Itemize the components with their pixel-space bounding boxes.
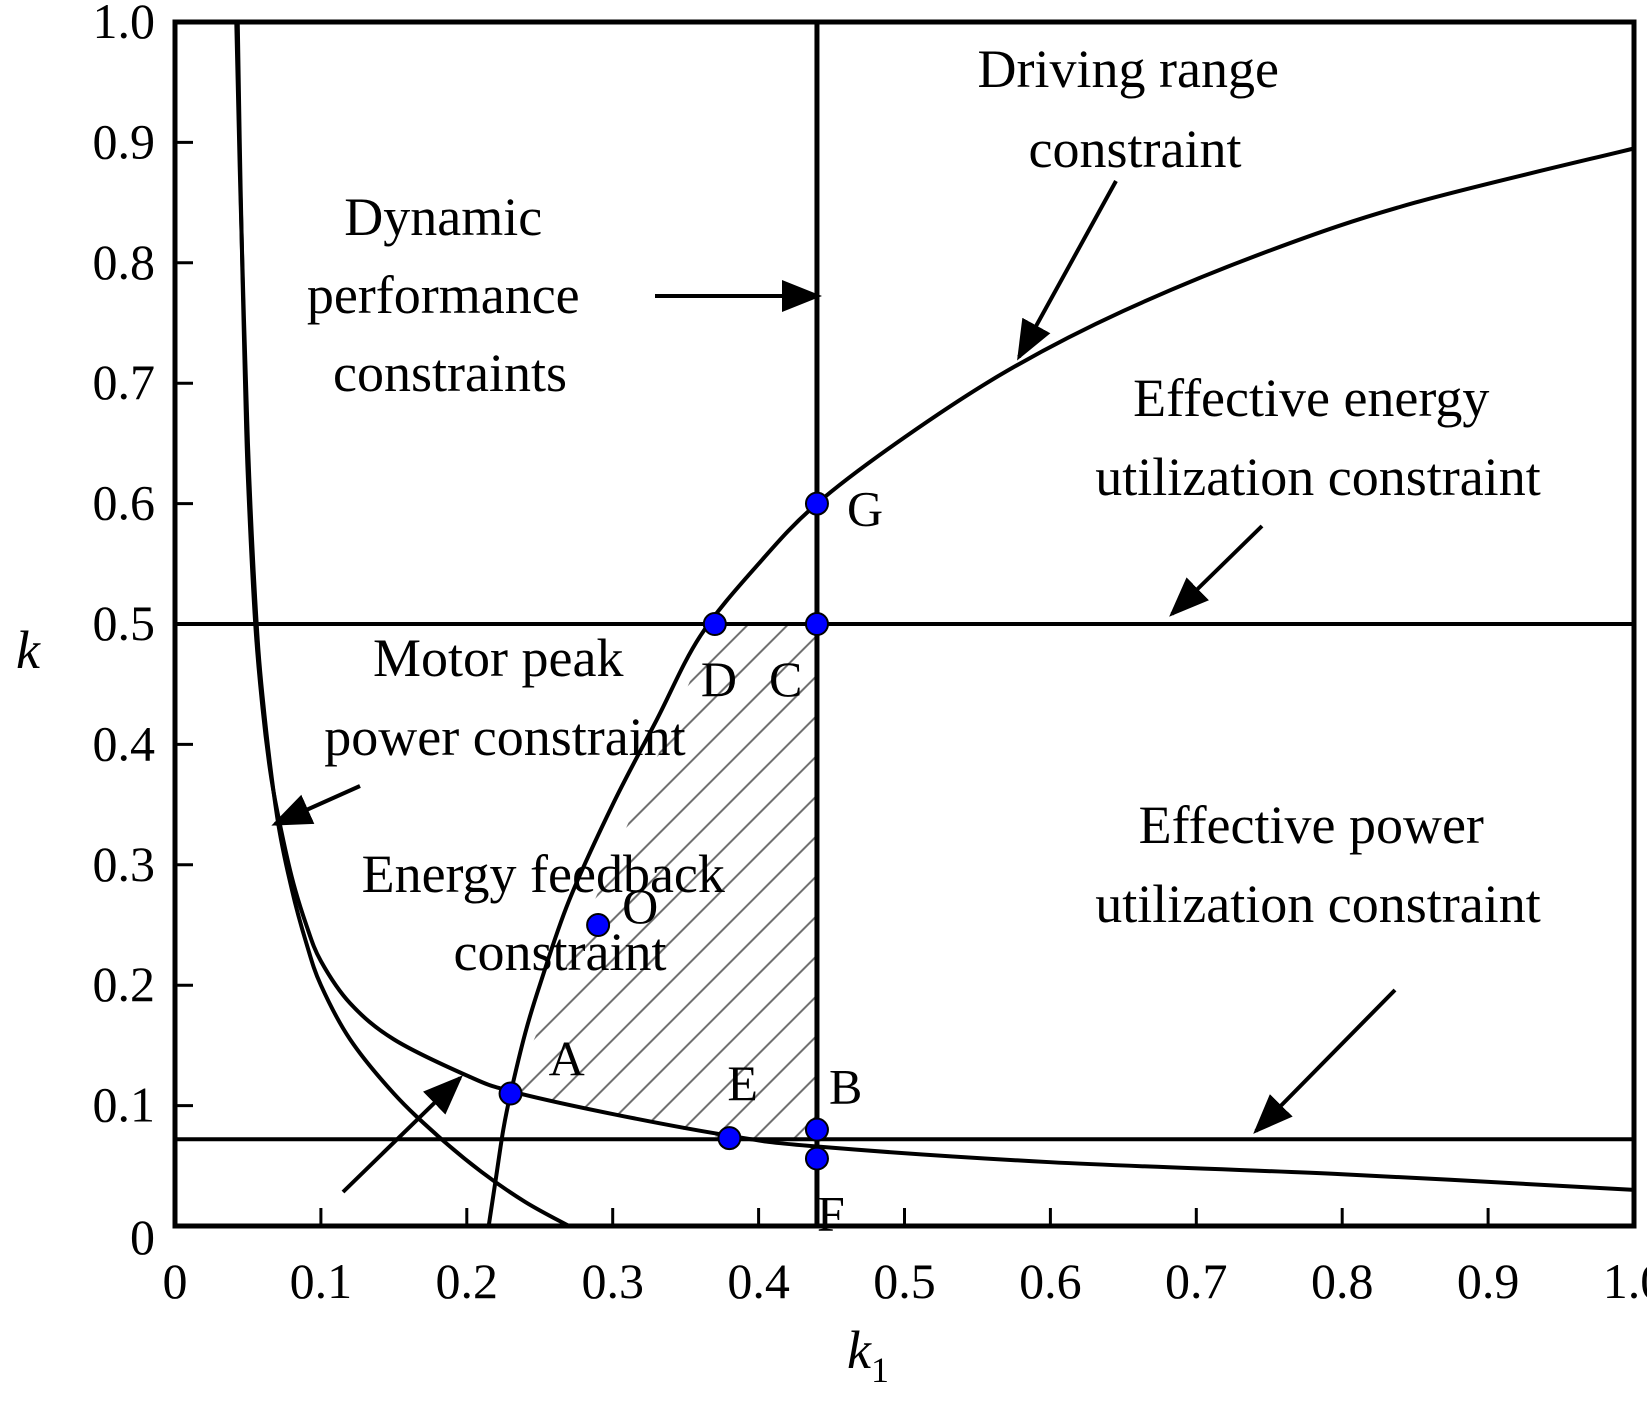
series-energy-feedback-constraint bbox=[234, 22, 570, 1226]
x-tick-label: 0.6 bbox=[1019, 1253, 1082, 1309]
point-label-b: B bbox=[829, 1059, 862, 1115]
hatch-line bbox=[847, 566, 1447, 1166]
x-tick-label: 0.4 bbox=[727, 1253, 790, 1309]
point-label-o: O bbox=[622, 878, 658, 934]
hatch-line bbox=[526, 624, 817, 1140]
hatch-line bbox=[806, 624, 817, 1140]
point-d bbox=[702, 612, 727, 636]
annotation-arrows bbox=[271, 180, 1397, 1194]
x-tick-label: 0.3 bbox=[581, 1253, 644, 1309]
point-b bbox=[804, 1117, 829, 1142]
x-tick-label: 0.7 bbox=[1165, 1253, 1228, 1309]
hatch-line bbox=[1127, 566, 1647, 1166]
y-axis-ticks: 0 0.1 0.2 0.3 0.4 0.5 0.6 0.7 0.8 0.9 1.0 bbox=[93, 0, 193, 1265]
hatch-line bbox=[1047, 566, 1647, 1166]
x-tick-label: 0.8 bbox=[1311, 1253, 1374, 1309]
hatch-line bbox=[1207, 566, 1647, 1166]
hatch-line bbox=[1247, 566, 1647, 1166]
y-tick-label: 0.5 bbox=[93, 595, 156, 651]
annotation-dynamic-performance: Dynamic performance constraints bbox=[307, 187, 593, 403]
arrow-effective-power bbox=[1253, 988, 1397, 1134]
key-points: A B CD E F G O bbox=[498, 481, 883, 1242]
point-label-d: D bbox=[701, 651, 737, 707]
x-tick-label: 0.2 bbox=[436, 1253, 499, 1309]
hatch-line bbox=[1287, 566, 1647, 1166]
point-g bbox=[804, 491, 829, 516]
hatch-line bbox=[510, 624, 817, 1140]
point-label-a: A bbox=[549, 1031, 585, 1087]
hatch-line bbox=[510, 624, 817, 1140]
point-e bbox=[717, 1126, 742, 1151]
hatch-line bbox=[1167, 566, 1647, 1166]
x-tick-label: 0 bbox=[163, 1253, 188, 1309]
annotation-effective-energy: Effective energy utilization constraint bbox=[1095, 368, 1540, 507]
annotation-motor-peak: Motor peak power constraint bbox=[324, 628, 685, 767]
series-driving-range-constraint bbox=[486, 146, 1634, 1226]
hatch-line bbox=[646, 624, 817, 1140]
hatch-line bbox=[686, 624, 817, 1140]
hatch-line bbox=[510, 624, 817, 1140]
y-tick-label: 0.2 bbox=[93, 956, 156, 1012]
hatch-line bbox=[606, 624, 817, 1140]
y-tick-label: 0.7 bbox=[93, 354, 156, 410]
arrow-energy-feedback bbox=[341, 1075, 463, 1194]
y-tick-label: 0.9 bbox=[93, 113, 156, 169]
hatch-line bbox=[887, 566, 1487, 1166]
y-tick-label: 0.3 bbox=[93, 836, 156, 892]
y-tick-label: 0.4 bbox=[93, 715, 156, 771]
hatch-line bbox=[566, 624, 817, 1140]
point-o bbox=[586, 913, 611, 937]
hatch-line bbox=[1327, 566, 1647, 1166]
point-label-c: C bbox=[769, 651, 802, 707]
arrow-effective-energy bbox=[1169, 524, 1264, 617]
hatch-line bbox=[1007, 566, 1607, 1166]
y-axis-title: k bbox=[16, 620, 41, 680]
point-a bbox=[498, 1081, 523, 1106]
arrow-driving-range bbox=[1017, 180, 1118, 361]
point-label-f: F bbox=[817, 1186, 845, 1242]
point-label-e: E bbox=[727, 1055, 758, 1111]
x-tick-label: 0.1 bbox=[290, 1253, 353, 1309]
x-tick-label: 1.0 bbox=[1603, 1253, 1647, 1309]
y-tick-label: 0 bbox=[130, 1209, 155, 1265]
hatch-line bbox=[510, 624, 817, 1140]
hatch-line bbox=[510, 624, 808, 1140]
hatch-line bbox=[927, 566, 1527, 1166]
point-label-g: G bbox=[847, 481, 883, 537]
annotation-energy-feedback: Energy feedback constraint bbox=[362, 844, 739, 982]
annotation-driving-range: Driving range constraint bbox=[978, 39, 1293, 179]
y-tick-label: 1.0 bbox=[93, 0, 156, 49]
annotation-effective-power: Effective power utilization constraint bbox=[1095, 795, 1540, 934]
x-tick-label: 0.5 bbox=[873, 1253, 936, 1309]
hatch-line bbox=[1087, 566, 1647, 1166]
point-c bbox=[804, 612, 829, 636]
hatch-line bbox=[967, 566, 1567, 1166]
x-tick-label: 0.9 bbox=[1457, 1253, 1520, 1309]
x-axis-ticks: 0 0.1 0.2 0.3 0.4 0.5 0.6 0.7 0.8 0.9 1.0 bbox=[163, 1208, 1647, 1309]
feasible-region-hatch bbox=[510, 566, 1647, 1166]
y-tick-label: 0.8 bbox=[93, 234, 156, 290]
x-axis-title: k1 bbox=[847, 1320, 889, 1390]
y-tick-label: 0.6 bbox=[93, 475, 156, 531]
y-tick-label: 0.1 bbox=[93, 1077, 156, 1133]
hatch-line bbox=[510, 624, 817, 1140]
arrow-motor-peak bbox=[271, 784, 361, 826]
point-f bbox=[804, 1146, 829, 1171]
